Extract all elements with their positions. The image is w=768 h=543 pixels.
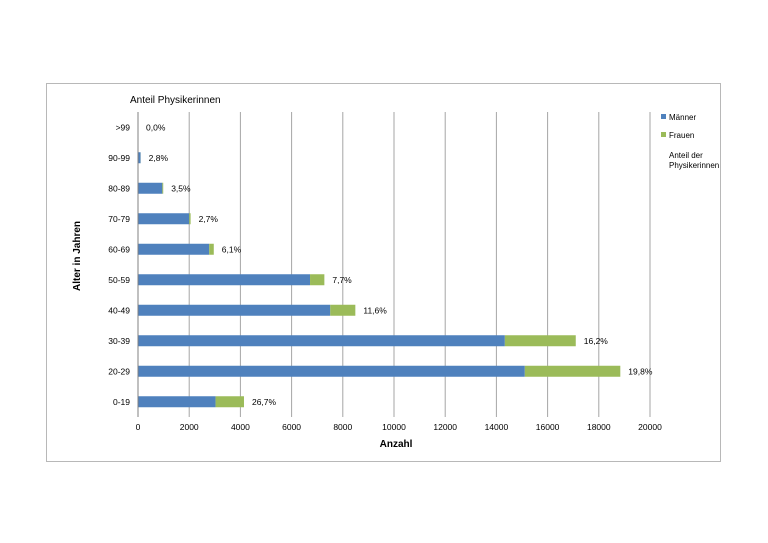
chart-frame: >99 90-99 80-89 70-79 60-69 50-59 40-49 30-39 20… bbox=[46, 83, 721, 462]
x-tick-labels: 0 2000 4000 6000 8000 10000 12000 14000 16000 180… bbox=[136, 422, 662, 432]
category-label: 40-49 bbox=[108, 305, 130, 315]
data-labels: 0,0% 2,8% 3,5% 2,7% 6,1% 7,7% 11,6% 16,2% 19,8% 2… bbox=[146, 122, 653, 407]
legend: Männer Frauen Anteil der Physikerinnen bbox=[661, 113, 719, 170]
category-labels: >99 90-99 80-89 70-79 60-69 50-59 40-49 30-39 20… bbox=[108, 122, 130, 407]
data-label: 11,6% bbox=[363, 305, 387, 315]
category-label: 60-69 bbox=[108, 244, 130, 254]
bar-frauen bbox=[162, 182, 164, 194]
gridlines bbox=[188, 112, 651, 417]
bar-frauen bbox=[504, 335, 576, 347]
x-axis-title: Anzahl bbox=[380, 439, 413, 450]
x-tick-label: 12000 bbox=[433, 422, 457, 432]
data-label: 0,0% bbox=[146, 122, 166, 132]
category-label: 80-89 bbox=[108, 183, 130, 193]
category-label: 0-19 bbox=[113, 397, 130, 407]
legend-label-anteil-line2: Physikerinnen bbox=[669, 161, 719, 170]
bar-maenner bbox=[138, 274, 311, 286]
data-label: 6,1% bbox=[222, 244, 242, 254]
x-tick-label: 16000 bbox=[536, 422, 560, 432]
chart-svg: >99 90-99 80-89 70-79 60-69 50-59 40-49 30-39 20… bbox=[72, 95, 719, 450]
y-axis-title: Alter in Jahren bbox=[72, 221, 83, 291]
x-tick-label: 18000 bbox=[587, 422, 611, 432]
x-tick-label: 20000 bbox=[638, 422, 662, 432]
x-tick-label: 0 bbox=[136, 422, 141, 432]
x-tick-label: 4000 bbox=[231, 422, 250, 432]
x-tick-label: 10000 bbox=[382, 422, 406, 432]
data-label: 26,7% bbox=[252, 397, 277, 407]
x-tick-label: 6000 bbox=[282, 422, 301, 432]
x-tick-label: 8000 bbox=[333, 422, 352, 432]
legend-label-frauen: Frauen bbox=[669, 131, 694, 140]
category-label: 90-99 bbox=[108, 153, 130, 163]
bar-frauen bbox=[209, 243, 214, 255]
x-tick-label: 2000 bbox=[180, 422, 199, 432]
bar-maenner bbox=[138, 335, 505, 347]
data-label: 7,7% bbox=[332, 275, 352, 285]
bar-frauen bbox=[524, 365, 621, 377]
bar-maenner bbox=[138, 213, 190, 225]
category-label: 30-39 bbox=[108, 336, 130, 346]
legend-label-maenner: Männer bbox=[669, 113, 696, 122]
legend-swatch-frauen bbox=[661, 132, 666, 137]
bar-maenner bbox=[138, 152, 141, 164]
category-label: 70-79 bbox=[108, 214, 130, 224]
data-label: 19,8% bbox=[628, 366, 653, 376]
bar-maenner bbox=[138, 396, 216, 408]
category-label: 20-29 bbox=[108, 366, 130, 376]
legend-label-anteil-line1: Anteil der bbox=[669, 151, 703, 160]
category-label: >99 bbox=[116, 122, 131, 132]
x-tick-label: 14000 bbox=[485, 422, 509, 432]
bar-frauen bbox=[330, 304, 356, 316]
bar-maenner bbox=[138, 365, 525, 377]
bar-maenner bbox=[138, 243, 210, 255]
data-label: 3,5% bbox=[171, 183, 191, 193]
bar-frauen bbox=[215, 396, 244, 408]
bar-maenner bbox=[138, 304, 331, 316]
bar-frauen bbox=[310, 274, 325, 286]
bar-frauen bbox=[189, 213, 191, 225]
data-label: 16,2% bbox=[584, 336, 609, 346]
legend-swatch-maenner bbox=[661, 114, 666, 119]
chart-title: Anteil Physikerinnen bbox=[130, 95, 221, 106]
bars bbox=[138, 152, 621, 408]
data-label: 2,7% bbox=[199, 214, 219, 224]
data-label: 2,8% bbox=[149, 153, 169, 163]
category-label: 50-59 bbox=[108, 275, 130, 285]
bar-maenner bbox=[138, 182, 163, 194]
